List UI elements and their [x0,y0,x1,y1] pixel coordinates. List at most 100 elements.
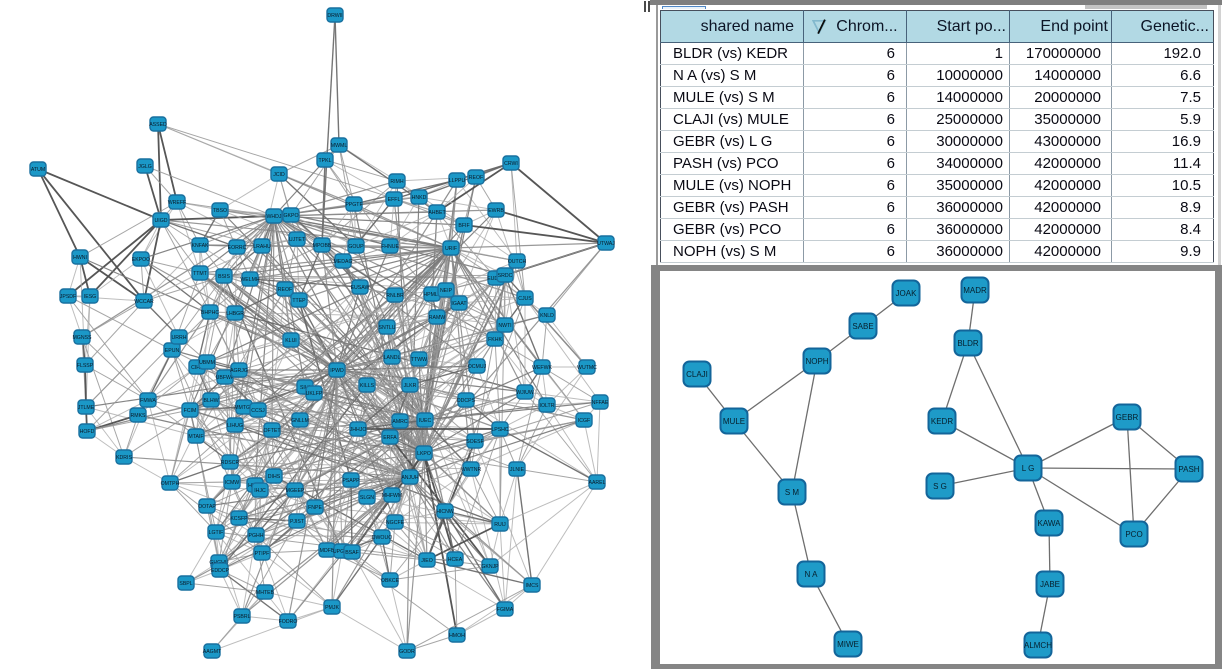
svg-text:KLUI: KLUI [285,338,297,344]
svg-text:NEIP: NEIP [440,288,453,294]
svg-text:KNFAK: KNFAK [191,243,209,249]
svg-text:LLPPU: LLPPU [449,178,466,184]
svg-text:DDCPS: DDCPS [457,398,476,404]
svg-text:JLNIE: JLNIE [510,467,525,473]
svg-text:AAGMT: AAGMT [203,649,222,655]
svg-text:S M: S M [785,488,800,497]
svg-text:KILLS: KILLS [360,383,375,389]
svg-text:WWTNR: WWTNR [461,467,482,473]
svg-text:MTAIF: MTAIF [188,434,203,440]
svg-text:HMOH: HMOH [449,633,465,639]
svg-text:BFIF: BFIF [458,223,469,229]
svg-text:UKLFP: UKLFP [306,391,323,397]
svg-text:MADR: MADR [963,286,987,295]
svg-text:KCSFP: KCSFP [230,516,248,522]
svg-text:JGLG: JGLG [138,164,152,170]
svg-text:AMRC: AMRC [392,419,408,425]
svg-text:KEDR: KEDR [931,417,953,426]
svg-text:LIHUG: LIHUG [227,423,243,429]
svg-text:HOFD: HOFD [80,429,95,435]
svg-text:RAMW: RAMW [429,315,446,321]
svg-text:NFFAE: NFFAE [592,400,609,406]
svg-text:SNTLU: SNTLU [378,325,395,331]
svg-text:BLHW: BLHW [204,398,219,404]
svg-text:KAWA: KAWA [1038,519,1062,528]
svg-text:IPWD: IPWD [330,368,344,374]
svg-text:DRWII: DRWII [327,13,342,19]
svg-text:PSAPP: PSAPP [342,478,360,484]
svg-text:WHDJ: WHDJ [267,214,282,220]
svg-text:EWRB: EWRB [488,208,504,214]
svg-text:IOLTR: IOLTR [540,403,555,409]
svg-text:JOAK: JOAK [896,289,918,298]
svg-text:NWTI: NWTI [498,323,511,329]
svg-text:MGNSS: MGNSS [72,335,92,341]
svg-text:FCIM: FCIM [184,408,197,414]
svg-text:SBPL: SBPL [179,581,192,587]
svg-text:ICMW: ICMW [225,480,240,486]
svg-text:RDSCR: RDSCR [221,460,240,466]
svg-text:FHNUE: FHNUE [381,244,399,250]
svg-text:UJTET: UJTET [289,237,306,243]
svg-text:MULE: MULE [723,417,745,426]
svg-text:KDRIS: KDRIS [116,455,132,461]
svg-text:LKPO: LKPO [417,451,431,457]
svg-text:AHBET: AHBET [428,210,446,216]
svg-text:ALMCH: ALMCH [1024,641,1052,650]
svg-text:FODRO: FODRO [279,619,298,625]
svg-text:SLGN: SLGN [360,495,374,501]
svg-text:KNLD: KNLD [540,313,554,319]
svg-text:EKPOO: EKPOO [132,257,150,263]
svg-text:MGEEP: MGEEP [286,488,305,494]
svg-text:AAREL: AAREL [588,480,605,486]
svg-text:PJIST: PJIST [290,519,305,525]
svg-text:FKHK: FKHK [488,337,502,343]
svg-text:CCSJ: CCSJ [251,408,265,414]
svg-text:JPSDF: JPSDF [60,294,76,300]
svg-text:JHHJO: JHHJO [350,427,367,433]
svg-text:EDDCP: EDDCP [211,568,230,574]
svg-text:EORRC: EORRC [228,245,247,251]
svg-text:GKPO: GKPO [284,213,299,219]
svg-text:PGHH: PGHH [249,533,264,539]
svg-text:OUTCH: OUTCH [508,259,527,265]
svg-text:OCMUJ: OCMUJ [468,364,487,370]
svg-text:WELMH: WELMH [240,277,260,283]
svg-text:N A: N A [805,570,819,579]
svg-text:GOUP: GOUP [348,244,364,250]
svg-text:WEFWK: WEFWK [532,365,552,371]
svg-text:AGRJG: AGRJG [230,368,248,374]
svg-text:MMTGR: MMTGR [234,405,254,411]
svg-text:PTIPF: PTIPF [255,551,270,557]
svg-text:TTMT: TTMT [193,271,208,277]
svg-text:NOPH: NOPH [805,357,828,366]
svg-text:OFTET: OFTET [263,428,281,434]
svg-text:REOF: REOF [469,175,483,181]
svg-text:SABE: SABE [852,322,873,331]
svg-text:MEDAG: MEDAG [333,259,352,265]
svg-text:GNLLM: GNLLM [291,418,309,424]
svg-text:CIHL: CIHL [191,365,203,371]
svg-text:UBFWP: UBFWP [216,375,235,381]
svg-text:HPMLT: HPMLT [423,292,441,298]
svg-text:LPSHC: LPSHC [491,427,509,433]
svg-text:IUEC: IUEC [419,418,432,424]
svg-text:RIMH: RIMH [390,179,404,185]
svg-text:LRAHU: LRAHU [253,244,271,250]
svg-text:ICGF: ICGF [578,418,590,424]
svg-text:EUSAW: EUSAW [351,285,370,291]
svg-text:DIHS: DIHS [268,474,281,480]
svg-text:UTWAJ: UTWAJ [597,241,615,247]
svg-text:MIWE: MIWE [837,640,859,649]
svg-text:WJIUW: WJIUW [516,390,534,396]
svg-text:TPKL: TPKL [319,158,332,164]
svg-text:MHFWM: MHFWM [382,493,402,499]
svg-text:MWML: MWML [331,143,348,149]
svg-text:JIEO: JIEO [421,558,433,564]
svg-text:HCEA: HCEA [448,557,463,563]
svg-text:UBMM: UBMM [199,360,215,366]
svg-text:URRH: URRH [172,335,187,341]
svg-text:IHJC: IHJC [254,488,266,494]
svg-text:IMCS: IMCS [526,583,540,589]
svg-text:JABE: JABE [1040,580,1060,589]
